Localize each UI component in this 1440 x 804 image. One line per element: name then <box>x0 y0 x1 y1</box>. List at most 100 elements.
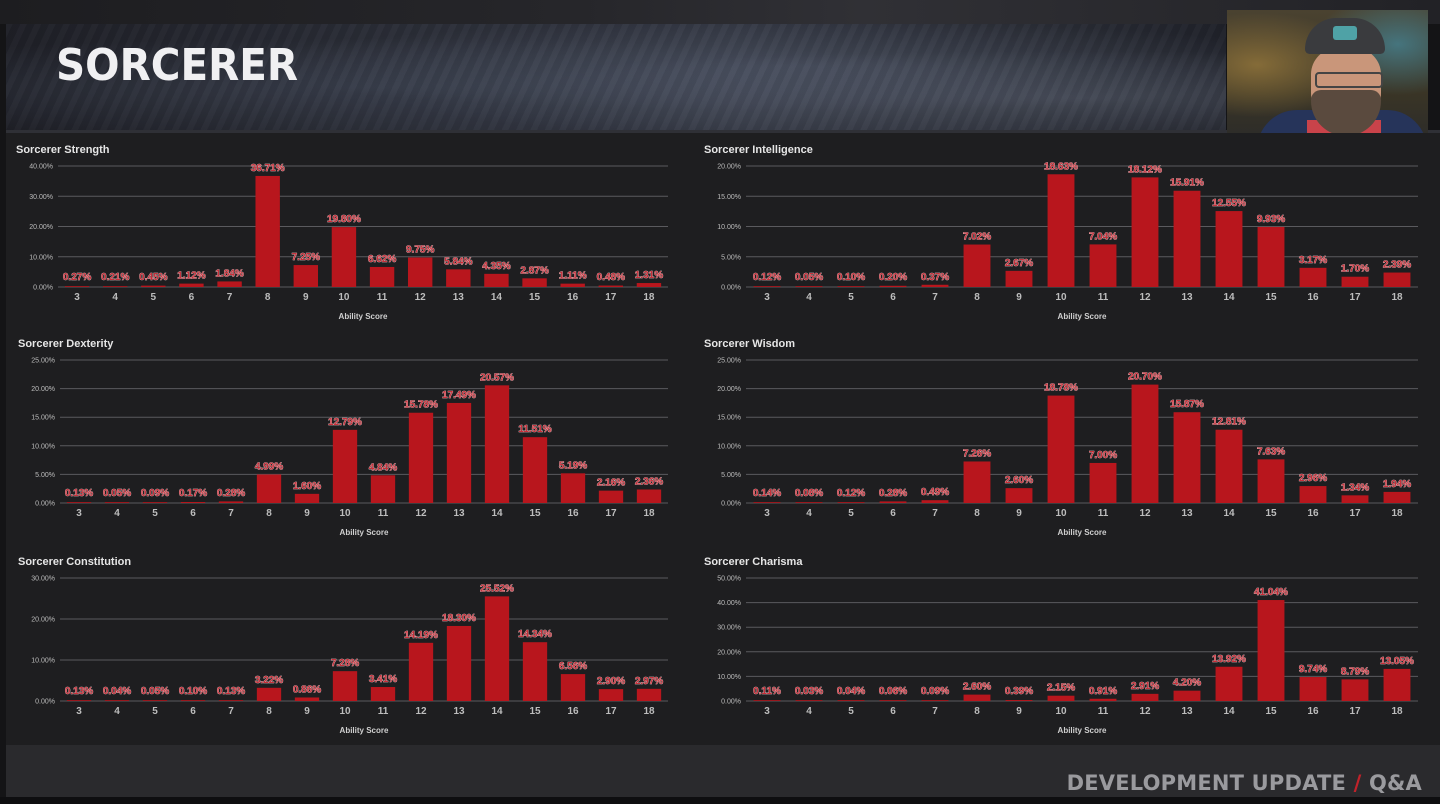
bar-18 <box>1383 668 1411 701</box>
y-tick-label: 30.00% <box>31 576 55 583</box>
bar-5 <box>142 700 168 701</box>
header-banner <box>6 24 1226 130</box>
x-tick-label: 9 <box>304 508 310 519</box>
bar-10 <box>331 227 357 287</box>
bar-18 <box>636 688 662 701</box>
x-tick-label: 7 <box>932 706 938 717</box>
x-tick-label: 17 <box>605 292 617 303</box>
x-tick-label: 7 <box>932 508 938 519</box>
y-tick-label: 20.00% <box>717 164 741 171</box>
bar-6 <box>180 700 206 701</box>
bar-14 <box>1215 666 1243 701</box>
chart-constitution: Sorcerer Constitution 0.00% 10.00% 20.00% 30… <box>18 556 676 738</box>
charts-panel <box>6 133 1440 745</box>
x-tick-label: 5 <box>848 508 854 519</box>
data-label: 1.70% <box>1341 264 1369 275</box>
x-tick-label: 6 <box>190 508 196 519</box>
x-tick-label: 15 <box>1265 508 1277 519</box>
x-tick-label: 10 <box>1055 508 1067 519</box>
data-label: 36.71% <box>251 163 285 174</box>
bar-7 <box>921 700 949 701</box>
x-tick-label: 15 <box>529 292 541 303</box>
bar-7 <box>217 281 242 287</box>
bar-4 <box>102 286 128 287</box>
bar-14 <box>1215 429 1243 503</box>
data-label: 0.20% <box>879 272 907 283</box>
bar-18 <box>1383 491 1411 503</box>
data-label: 25.52% <box>480 583 514 594</box>
x-tick-label: 9 <box>304 706 310 717</box>
x-axis-label: Ability Score <box>340 528 389 537</box>
bar-7 <box>921 500 949 503</box>
bar-8 <box>963 694 991 701</box>
bar-9 <box>1005 488 1033 503</box>
x-tick-label: 3 <box>76 508 82 519</box>
y-tick-label: 25.00% <box>717 358 741 365</box>
data-label: 0.05% <box>103 488 131 499</box>
bar-11 <box>369 266 395 287</box>
data-label: 9.75% <box>406 245 434 256</box>
x-tick-label: 11 <box>378 508 389 519</box>
x-tick-label: 7 <box>227 292 233 303</box>
bar-6 <box>879 700 907 701</box>
data-label: 1.31% <box>635 270 663 281</box>
data-label: 13.92% <box>1212 654 1246 665</box>
data-label: 0.27% <box>63 272 91 283</box>
x-tick-label: 10 <box>338 292 350 303</box>
bar-11 <box>370 475 396 503</box>
y-tick-label: 0.00% <box>721 501 741 508</box>
x-tick-label: 16 <box>567 292 579 303</box>
data-label: 7.28% <box>331 658 359 669</box>
x-tick-label: 10 <box>1055 292 1067 303</box>
data-label: 0.09% <box>141 488 169 499</box>
data-label: 0.12% <box>753 272 781 283</box>
y-tick-label: 20.00% <box>717 649 741 656</box>
data-label: 14.19% <box>404 630 438 641</box>
bar-3 <box>66 502 92 503</box>
data-label: 0.11% <box>753 686 781 697</box>
bar-7 <box>921 284 949 287</box>
x-tick-label: 9 <box>1016 706 1022 717</box>
data-label: 0.08% <box>795 488 823 499</box>
bar-10 <box>332 429 358 503</box>
data-label: 0.13% <box>65 686 93 697</box>
data-label: 0.39% <box>1005 686 1033 697</box>
bar-15 <box>1257 600 1285 701</box>
x-tick-label: 18 <box>643 292 655 303</box>
x-axis-label: Ability Score <box>339 312 388 321</box>
data-label: 9.74% <box>1299 664 1327 675</box>
x-tick-label: 16 <box>1307 292 1319 303</box>
data-label: 2.15% <box>1047 683 1075 694</box>
x-tick-label: 15 <box>1265 706 1277 717</box>
chart-title: Sorcerer Wisdom <box>704 338 795 350</box>
data-label: 0.28% <box>879 488 907 499</box>
data-label: 1.34% <box>1341 482 1369 493</box>
bar-6 <box>879 501 907 503</box>
banner-divider <box>6 130 1440 133</box>
data-label: 2.87% <box>520 265 548 276</box>
bar-8 <box>963 461 991 503</box>
bar-15 <box>522 278 547 287</box>
x-tick-label: 5 <box>151 292 157 303</box>
webcam-cap <box>1305 18 1385 54</box>
x-tick-label: 13 <box>453 508 465 519</box>
bar-4 <box>104 700 130 701</box>
data-label: 12.55% <box>1212 198 1246 209</box>
x-tick-label: 9 <box>1016 508 1022 519</box>
data-label: 1.11% <box>559 271 587 282</box>
data-label: 1.60% <box>293 481 321 492</box>
y-tick-label: 10.00% <box>31 443 55 450</box>
x-tick-label: 17 <box>1349 706 1361 717</box>
bar-5 <box>142 502 168 503</box>
data-label: 0.45% <box>139 272 167 283</box>
x-tick-label: 11 <box>1098 706 1109 717</box>
data-label: 17.49% <box>442 390 476 401</box>
data-label: 0.48% <box>597 272 625 283</box>
footer-separator: / <box>1353 771 1362 795</box>
bar-12 <box>1131 177 1159 287</box>
x-tick-label: 13 <box>1181 706 1193 717</box>
bar-6 <box>180 502 206 503</box>
data-label: 2.67% <box>1005 258 1033 269</box>
x-tick-label: 12 <box>415 292 427 303</box>
x-tick-label: 13 <box>453 292 465 303</box>
